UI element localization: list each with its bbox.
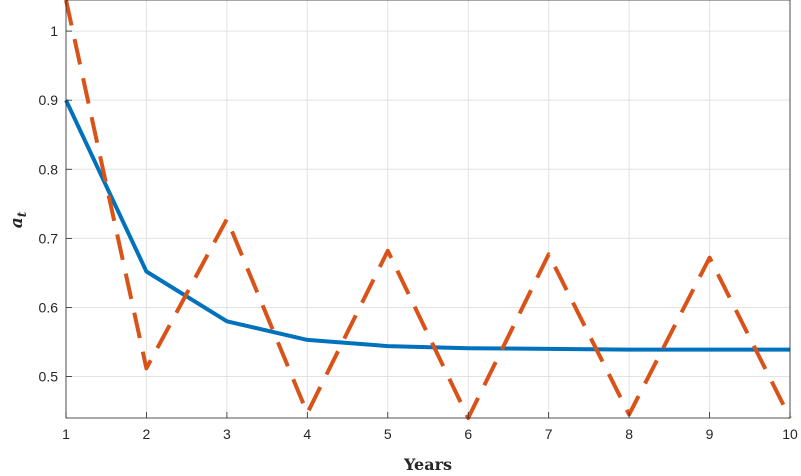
x-tick-label: 10 — [782, 426, 798, 442]
y-tick-label: 0.6 — [39, 299, 59, 315]
series-group — [64, 0, 792, 420]
x-tick-label: 9 — [706, 426, 714, 442]
y-axis-ticks: 0.5 0.6 0.7 0.8 0.9 1 — [39, 23, 72, 385]
y-tick-label: 0.8 — [39, 161, 59, 177]
y-axis-label-sub: t — [15, 211, 29, 217]
y-axis-label-main: a — [7, 217, 27, 228]
x-tick-label: 8 — [625, 426, 633, 442]
plot-area — [66, 0, 790, 418]
x-tick-label: 3 — [223, 426, 231, 442]
x-tick-label: 4 — [303, 426, 311, 442]
plot-frame — [65, 0, 791, 419]
x-axis-label: Years — [403, 455, 452, 474]
y-tick-label: 0.9 — [39, 92, 59, 108]
x-axis-ticks: 1 2 3 4 5 6 7 8 9 10 — [62, 412, 798, 442]
y-tick-label: 0.7 — [39, 230, 59, 246]
grid — [65, 0, 791, 418]
x-tick-label: 2 — [143, 426, 151, 442]
x-tick-label: 5 — [384, 426, 392, 442]
x-tick-label: 7 — [545, 426, 553, 442]
x-tick-label: 6 — [464, 426, 472, 442]
y-axis-label: at — [7, 211, 29, 228]
x-tick-label: 1 — [62, 426, 70, 442]
y-tick-label: 0.5 — [39, 369, 59, 385]
y-tick-label: 1 — [50, 23, 58, 39]
dashed-series-line — [64, 0, 792, 420]
